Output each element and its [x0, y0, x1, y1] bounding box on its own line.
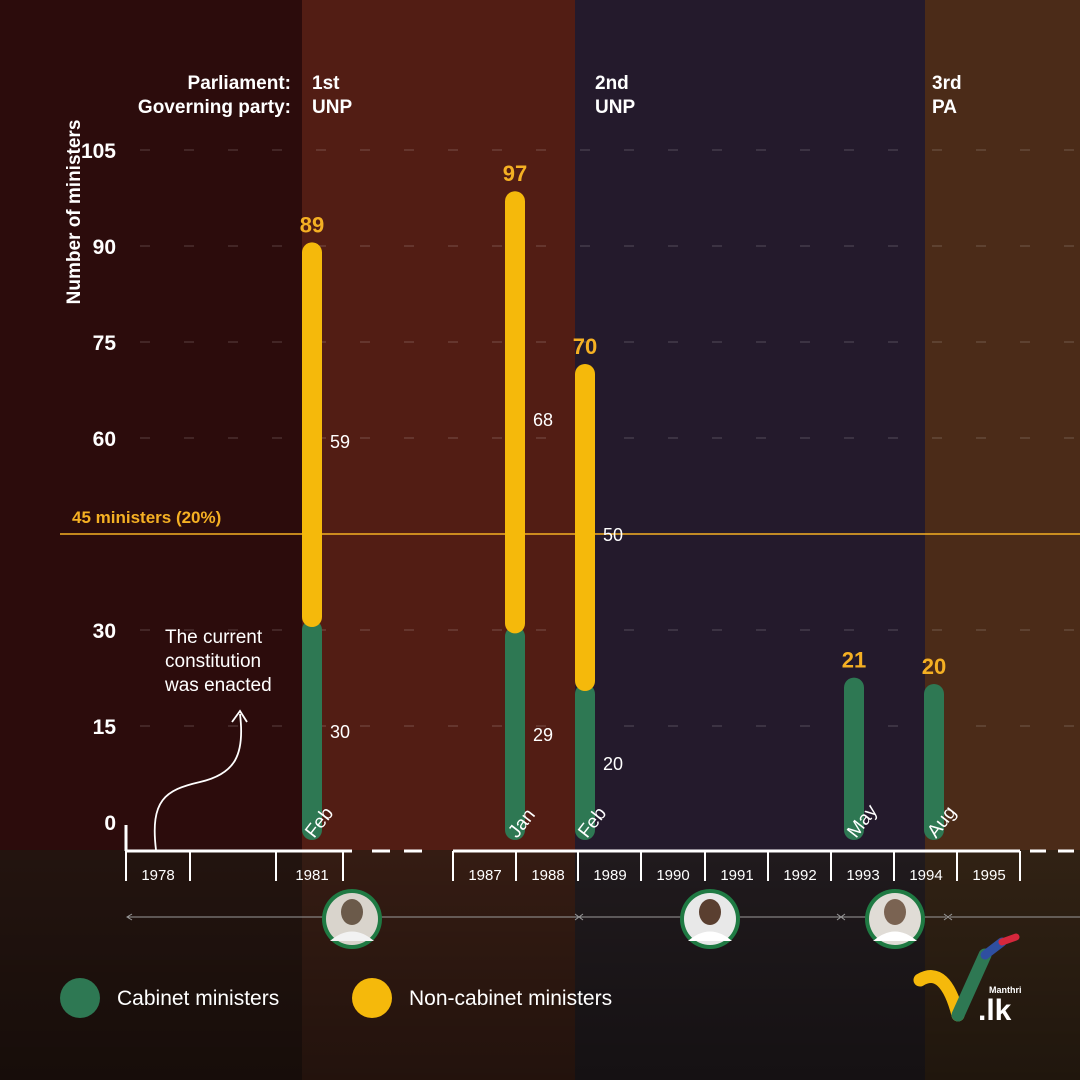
president-portrait-3	[865, 889, 925, 949]
svg-text:Manthri: Manthri	[989, 985, 1022, 995]
noncabinet-bar	[302, 242, 322, 627]
total-label: 21	[842, 648, 866, 673]
legend-noncabinet-swatch	[352, 978, 392, 1018]
y-tick-label: 60	[93, 428, 116, 451]
parliament-2-name: 2nd	[595, 73, 629, 94]
cabinet-bar	[844, 677, 864, 840]
tenure-marker-1994	[943, 913, 953, 921]
total-label: 20	[922, 654, 946, 679]
year-label: 1995	[972, 867, 1005, 884]
year-label: 1993	[846, 867, 879, 884]
noncabinet-value-label: 50	[603, 525, 623, 545]
cabinet-value-label: 29	[533, 725, 553, 745]
year-label: 1989	[593, 867, 626, 884]
legend-cabinet-label: Cabinet ministers	[117, 987, 279, 1010]
parliament-3-name: 3rd	[932, 73, 962, 94]
noncabinet-value-label: 68	[533, 410, 553, 430]
parliament-1-name: 1st	[312, 73, 340, 94]
president-portrait-2	[680, 889, 740, 949]
legend-noncabinet-label: Non-cabinet ministers	[409, 987, 612, 1010]
cabinet-bar	[575, 684, 595, 840]
noncabinet-bar	[575, 364, 595, 691]
year-label: 1992	[783, 867, 816, 884]
annotation-arrowhead	[231, 709, 248, 723]
parliament-row-label: Parliament:	[188, 73, 291, 94]
parliament-3-party: PA	[932, 97, 957, 118]
governing-party-row-label: Governing party:	[138, 97, 291, 118]
y-tick-label: 15	[93, 716, 117, 739]
svg-text:.lk: .lk	[978, 994, 1012, 1027]
annotation-arrow	[153, 713, 243, 851]
total-label: 97	[503, 161, 527, 186]
year-label: 1987	[468, 867, 501, 884]
y-tick-label: 0	[104, 812, 116, 835]
year-label: 1990	[656, 867, 689, 884]
tenure-marker-1988	[574, 913, 584, 921]
total-label: 89	[300, 212, 324, 237]
background-bottom-fade	[0, 850, 1080, 1080]
total-label: 70	[573, 334, 597, 359]
timeline-axis: 1978 1981 1987 1988 1989 1990 1991 1992 1993 1994…	[124, 825, 1080, 884]
president-portrait-1	[322, 889, 382, 949]
y-tick-label: 75	[93, 332, 117, 355]
manthri-logo: Manthri .lk	[913, 933, 1022, 1027]
year-label: 1978	[141, 867, 174, 884]
y-tick-label: 30	[93, 620, 116, 643]
noncabinet-value-label: 59	[330, 432, 350, 452]
tenure-marker-start	[126, 913, 133, 921]
annotation-line-1: The current	[165, 627, 263, 648]
year-label: 1981	[295, 867, 328, 884]
cabinet-value-label: 20	[603, 754, 623, 774]
y-axis-label: Number of ministers	[64, 120, 85, 305]
cabinet-value-label: 30	[330, 722, 350, 742]
annotation-line-2: constitution	[165, 651, 261, 672]
cabinet-bar	[302, 620, 322, 840]
threshold-label: 45 ministers (20%)	[72, 508, 221, 527]
year-label: 1988	[531, 867, 564, 884]
y-tick-label: 105	[81, 140, 116, 163]
tenure-marker-1993	[836, 913, 846, 921]
year-label: 1994	[909, 867, 942, 884]
cabinet-bar	[505, 626, 525, 840]
cabinet-bar	[924, 684, 944, 840]
noncabinet-bar	[505, 191, 525, 634]
parliament-1-party: UNP	[312, 97, 352, 118]
year-label: 1991	[720, 867, 753, 884]
annotation-line-3: was enacted	[164, 675, 272, 696]
y-tick-label: 90	[93, 236, 116, 259]
legend-cabinet-swatch	[60, 978, 100, 1018]
parliament-2-party: UNP	[595, 97, 635, 118]
